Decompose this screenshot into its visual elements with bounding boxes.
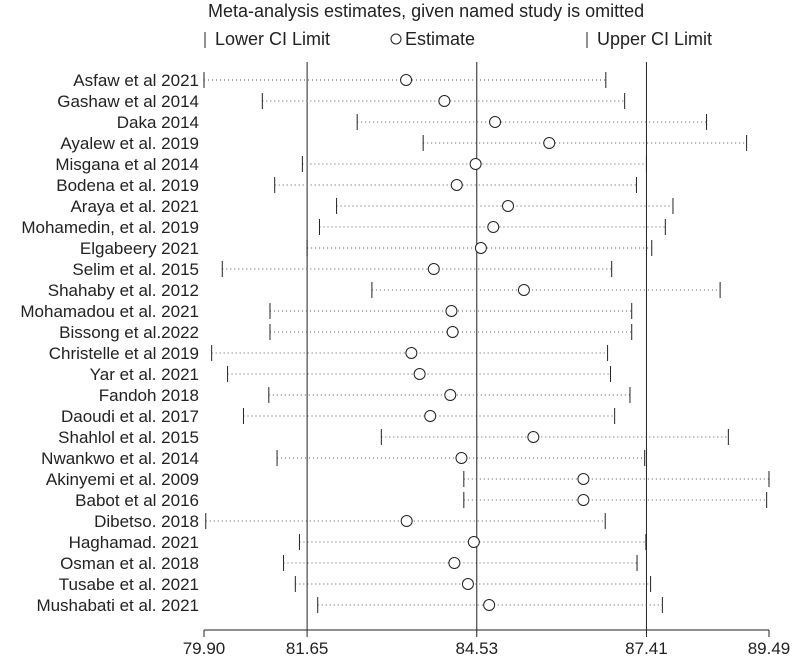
study-label: Daoudi et al. 2017 (61, 407, 199, 426)
estimate-point (446, 326, 459, 338)
study-row: Gashaw et al 2014 (57, 92, 626, 111)
estimate-point (448, 557, 461, 569)
study-label: Dibetso. 2018 (94, 512, 199, 531)
study-row: Misgana et al 2014 (55, 155, 647, 174)
estimate-point (424, 410, 437, 422)
study-row: Mushabati et al. 2021 (36, 596, 663, 615)
study-label: Asfaw et al 2021 (73, 71, 199, 90)
study-rows: Asfaw et al 2021 Gashaw et al 2014 Daka 20… (20, 71, 770, 615)
x-tick-label: 81.65 (286, 639, 329, 658)
study-label: Elgabeery 2021 (80, 239, 199, 258)
estimate-point (455, 452, 468, 464)
study-label: Bodena et al. 2019 (56, 176, 199, 195)
x-tick-label: 84.53 (456, 639, 499, 658)
study-label: Tusabe et al. 2021 (59, 575, 199, 594)
estimate-point (438, 95, 451, 107)
study-row: Dibetso. 2018 (94, 512, 606, 531)
study-row: Daoudi et al. 2017 (61, 407, 616, 426)
study-row: Akinyemi et al. 2009 (46, 470, 770, 489)
study-row: Fandoh 2018 (99, 386, 631, 405)
legend: Lower CI Limit Estimate Upper CI Limit (204, 29, 712, 49)
study-row: Selim et al. 2015 (72, 260, 613, 279)
estimate-point (413, 368, 426, 380)
study-label: Mushabati et al. 2021 (36, 596, 199, 615)
study-row: Mohamedin, et al. 2019 (21, 218, 666, 237)
x-tick-label: 79.90 (183, 639, 226, 658)
estimate-point (400, 74, 413, 86)
estimate-point (400, 515, 413, 527)
estimate-point (483, 599, 496, 611)
study-label: Yar et al. 2021 (90, 365, 199, 384)
study-label: Shahaby et al. 2012 (48, 281, 199, 300)
estimate-point (527, 431, 540, 443)
study-label: Gashaw et al 2014 (57, 92, 199, 111)
estimate-point (427, 263, 440, 275)
estimate-point (461, 578, 474, 590)
study-label: Haghamad. 2021 (69, 533, 199, 552)
study-label: Mohamedin, et al. 2019 (21, 218, 199, 237)
study-row: Asfaw et al 2021 (73, 71, 607, 90)
study-row: Araya et al. 2021 (70, 197, 674, 216)
estimate-point (577, 494, 590, 506)
estimate-point (517, 284, 530, 296)
study-label: Babot et al 2016 (75, 491, 199, 510)
study-row: Babot et al 2016 (75, 491, 768, 510)
estimate-point (577, 473, 590, 485)
study-row: Shahlol et al. 2015 (58, 428, 729, 447)
legend-estimate-marker (390, 33, 402, 45)
x-tick-label: 87.41 (625, 639, 668, 658)
study-label: Ayalew et al. 2019 (60, 134, 199, 153)
estimate-point (489, 116, 502, 128)
legend-lower-label: Lower CI Limit (215, 29, 330, 49)
study-row: Osman et al. 2018 (60, 554, 638, 573)
study-row: Christelle et al 2019 (49, 344, 609, 363)
estimate-point (444, 389, 457, 401)
estimate-point (445, 305, 458, 317)
estimate-point (502, 200, 515, 212)
study-label: Daka 2014 (117, 113, 199, 132)
study-row: Elgabeery 2021 (80, 239, 653, 258)
study-row: Ayalew et al. 2019 (60, 134, 748, 153)
study-row: Yar et al. 2021 (90, 365, 612, 384)
study-row: Mohamadou et al. 2021 (20, 302, 633, 321)
estimate-point (474, 242, 487, 254)
estimate-point (450, 179, 463, 191)
study-row: Bodena et al. 2019 (56, 176, 637, 195)
study-label: Shahlol et al. 2015 (58, 428, 199, 447)
legend-upper-label: Upper CI Limit (597, 29, 712, 49)
estimate-point (487, 221, 500, 233)
study-label: Misgana et al 2014 (55, 155, 199, 174)
study-label: Christelle et al 2019 (49, 344, 199, 363)
study-label: Fandoh 2018 (99, 386, 199, 405)
study-label: Araya et al. 2021 (70, 197, 199, 216)
study-label: Mohamadou et al. 2021 (20, 302, 199, 321)
estimate-point (467, 536, 480, 548)
estimate-point (469, 158, 482, 170)
estimate-point (405, 347, 418, 359)
study-row: Bissong et al.2022 (59, 323, 633, 342)
study-row: Daka 2014 (117, 113, 708, 132)
estimate-point (543, 137, 556, 149)
study-label: Osman et al. 2018 (60, 554, 199, 573)
legend-estimate-label: Estimate (405, 29, 475, 49)
study-label: Nwankwo et al. 2014 (41, 449, 199, 468)
study-row: Shahaby et al. 2012 (48, 281, 721, 300)
chart-title: Meta-analysis estimates, given named stu… (208, 1, 644, 21)
study-label: Bissong et al.2022 (59, 323, 199, 342)
study-label: Akinyemi et al. 2009 (46, 470, 199, 489)
study-row: Haghamad. 2021 (69, 533, 647, 552)
x-axis-ticks: 79.90 81.65 84.53 87.41 89.49 (183, 630, 791, 658)
study-row: Tusabe et al. 2021 (59, 575, 652, 594)
x-tick-label: 89.49 (748, 639, 791, 658)
study-label: Selim et al. 2015 (72, 260, 199, 279)
study-row: Nwankwo et al. 2014 (41, 449, 646, 468)
